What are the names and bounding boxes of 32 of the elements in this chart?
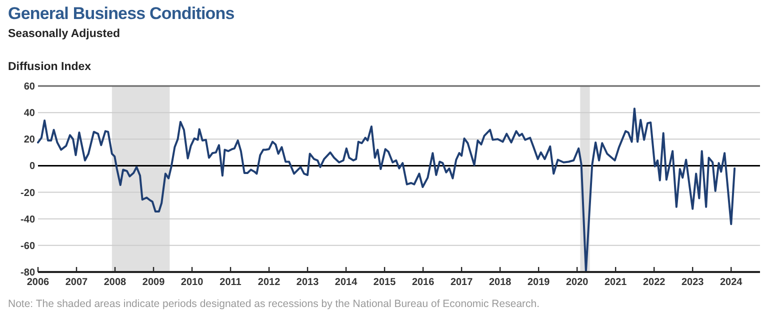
- x-tick-label: 2019: [527, 277, 550, 288]
- y-tick-label: 60: [24, 82, 36, 92]
- x-tick-label: 2009: [142, 277, 166, 288]
- x-tick-label: 2006: [26, 277, 50, 288]
- x-tick-label: 2020: [566, 277, 589, 288]
- y-tick-label: -60: [20, 240, 36, 252]
- x-tick-label: 2012: [258, 277, 281, 288]
- x-tick-label: 2021: [604, 277, 628, 288]
- x-tick-label: 2022: [642, 277, 666, 288]
- x-tick-label: 2007: [65, 277, 88, 288]
- x-tick-label: 2014: [334, 277, 358, 288]
- y-tick-label: 20: [24, 134, 36, 146]
- y-tick-label: -80: [20, 268, 36, 278]
- x-tick-label: 2023: [681, 277, 704, 288]
- x-tick-label: 2018: [488, 277, 512, 288]
- chart-title: General Business Conditions: [8, 4, 234, 23]
- y-tick-label: 40: [24, 108, 36, 120]
- x-tick-label: 2024: [720, 277, 743, 288]
- y-axis-title: Diffusion Index: [8, 61, 92, 73]
- x-tick-label: 2013: [296, 277, 320, 288]
- y-tick-label: -40: [20, 214, 36, 226]
- x-tick-label: 2017: [450, 277, 474, 288]
- chart-subtitle: Seasonally Adjusted: [8, 28, 120, 40]
- y-tick-label: 0: [29, 161, 36, 172]
- x-tick-label: 2010: [180, 277, 204, 288]
- x-tick-label: 2015: [373, 277, 396, 288]
- text: Note: The shaded areas indicate periods designated as recessions by the National Bureau of Economic Research.: [8, 298, 540, 310]
- y-tick-label: -20: [20, 188, 36, 199]
- x-tick-label: 2008: [104, 277, 127, 288]
- line-series: [37, 108, 736, 272]
- x-tick-label: 2011: [220, 277, 242, 288]
- x-tick-label: 2016: [412, 277, 435, 288]
